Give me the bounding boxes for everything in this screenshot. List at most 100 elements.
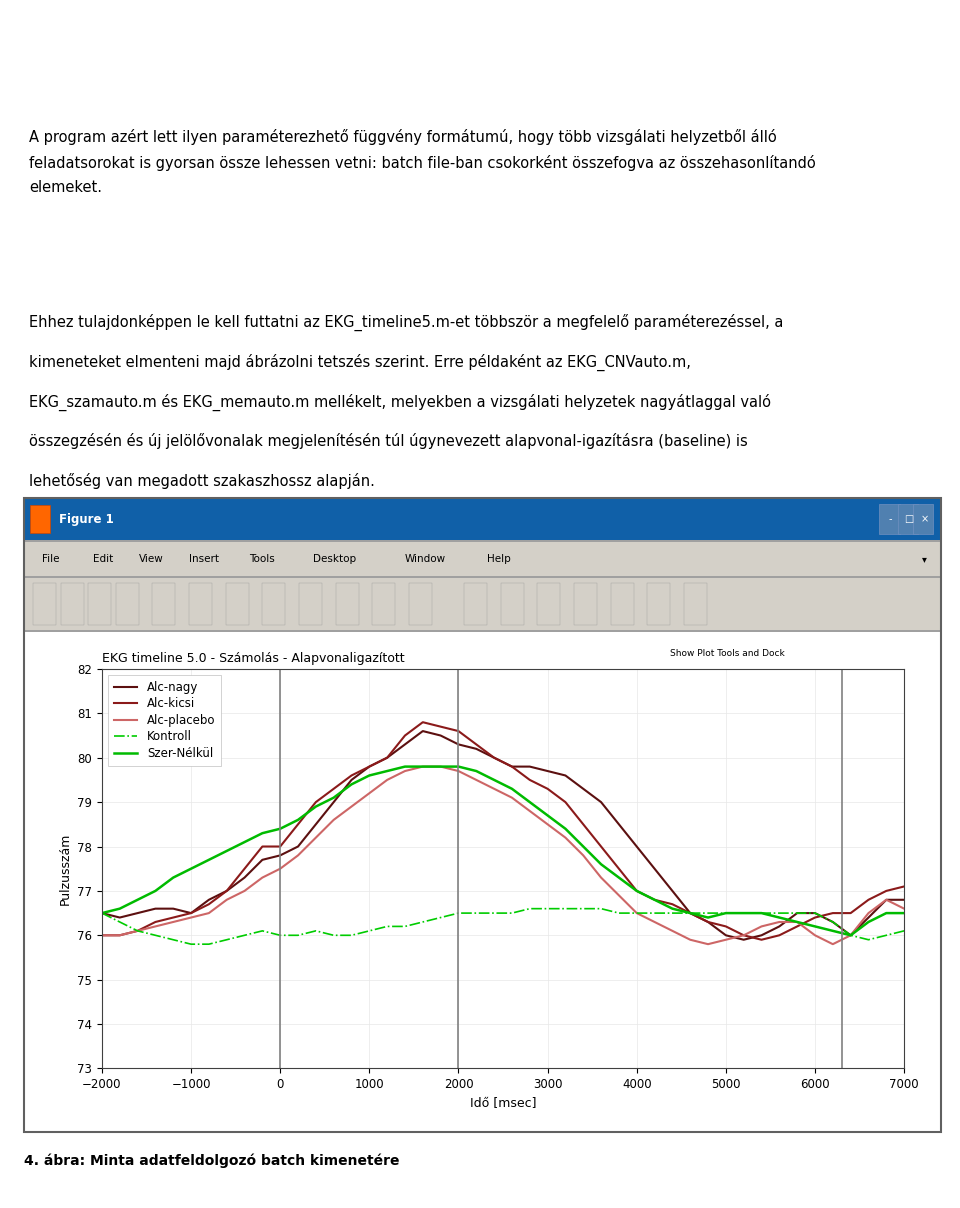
Alc-kicsi bbox=[684, 906, 696, 920]
Szer-Nélkül bbox=[275, 821, 286, 836]
Bar bbox=[24, 498, 941, 541]
Text: Window: Window bbox=[404, 554, 445, 564]
Kontroll bbox=[791, 906, 803, 920]
Alc-nagy bbox=[809, 906, 821, 920]
Szer-Nélkül bbox=[578, 840, 589, 854]
Bar bbox=[913, 504, 933, 534]
Alc-kicsi bbox=[114, 928, 126, 942]
Szer-Nélkül bbox=[774, 911, 785, 925]
Alc-kicsi bbox=[828, 906, 839, 920]
Alc-nagy bbox=[578, 782, 589, 796]
Text: □: □ bbox=[904, 515, 913, 524]
Alc-nagy bbox=[524, 760, 536, 774]
Alc-placebo bbox=[756, 919, 767, 934]
Szer-Nélkül bbox=[791, 914, 803, 929]
Alc-placebo bbox=[346, 800, 357, 814]
Szer-Nélkül bbox=[204, 853, 215, 867]
Alc-placebo bbox=[828, 937, 839, 952]
Alc-placebo bbox=[774, 914, 785, 929]
Szer-Nélkül bbox=[684, 906, 696, 920]
Alc-nagy bbox=[631, 840, 642, 854]
Alc-kicsi bbox=[256, 840, 268, 854]
Alc-kicsi bbox=[150, 914, 161, 929]
Alc-placebo bbox=[791, 914, 803, 929]
Alc-placebo bbox=[417, 760, 428, 774]
Bar bbox=[684, 583, 707, 625]
Kontroll bbox=[470, 906, 482, 920]
Line: Kontroll: Kontroll bbox=[102, 908, 904, 945]
Alc-kicsi bbox=[310, 795, 322, 809]
Alc-placebo bbox=[649, 914, 660, 929]
Text: File: File bbox=[42, 554, 60, 564]
Alc-kicsi bbox=[880, 883, 892, 898]
Bar bbox=[299, 583, 322, 625]
Alc-kicsi bbox=[328, 782, 340, 796]
Kontroll bbox=[167, 933, 179, 947]
Alc-placebo bbox=[204, 906, 215, 920]
Text: A program azért lett ilyen paraméterezhető függvény formátumú, hogy több vizsgál: A program azért lett ilyen paraméterezhe… bbox=[29, 129, 816, 196]
Alc-placebo bbox=[738, 928, 750, 942]
Alc-nagy bbox=[346, 773, 357, 788]
Alc-placebo bbox=[684, 933, 696, 947]
Kontroll bbox=[774, 906, 785, 920]
Bar bbox=[647, 583, 670, 625]
Bar bbox=[24, 541, 941, 577]
Alc-kicsi bbox=[435, 720, 446, 734]
Alc-placebo bbox=[631, 906, 642, 920]
Alc-nagy bbox=[880, 893, 892, 907]
Alc-nagy bbox=[204, 893, 215, 907]
Alc-nagy bbox=[720, 928, 732, 942]
Bar bbox=[34, 583, 56, 625]
Alc-placebo bbox=[613, 888, 625, 902]
Alc-nagy bbox=[435, 728, 446, 743]
Alc-placebo bbox=[114, 928, 126, 942]
Alc-nagy bbox=[756, 928, 767, 942]
Alc-placebo bbox=[132, 924, 143, 939]
Bar bbox=[464, 583, 487, 625]
Alc-kicsi bbox=[738, 928, 750, 942]
Bar bbox=[538, 583, 561, 625]
Szer-Nélkül bbox=[417, 760, 428, 774]
Kontroll bbox=[185, 937, 197, 952]
Alc-kicsi bbox=[845, 906, 856, 920]
Alc-kicsi bbox=[649, 893, 660, 907]
Text: -: - bbox=[889, 515, 892, 524]
Szer-Nélkül bbox=[399, 760, 411, 774]
Bar bbox=[88, 583, 111, 625]
Alc-nagy bbox=[595, 795, 607, 809]
Alc-placebo bbox=[381, 773, 393, 788]
Szer-Nélkül bbox=[541, 808, 553, 823]
Szer-Nélkül bbox=[756, 906, 767, 920]
Text: Insert: Insert bbox=[189, 554, 219, 564]
Alc-nagy bbox=[541, 763, 553, 778]
Alc-nagy bbox=[560, 768, 571, 783]
Alc-placebo bbox=[399, 763, 411, 778]
Alc-kicsi bbox=[346, 768, 357, 783]
Szer-Nélkül bbox=[863, 914, 875, 929]
Alc-kicsi bbox=[96, 928, 108, 942]
Text: Help: Help bbox=[487, 554, 511, 564]
Alc-kicsi bbox=[541, 782, 553, 796]
Line: Szer-Nélkül: Szer-Nélkül bbox=[102, 767, 904, 935]
Kontroll bbox=[738, 906, 750, 920]
Alc-placebo bbox=[666, 924, 678, 939]
Szer-Nélkül bbox=[506, 782, 517, 796]
Alc-nagy bbox=[364, 760, 375, 774]
Text: Tools: Tools bbox=[249, 554, 275, 564]
Kontroll bbox=[703, 906, 714, 920]
Alc-placebo bbox=[703, 937, 714, 952]
Szer-Nélkül bbox=[489, 773, 500, 788]
Bar bbox=[24, 577, 941, 631]
Alc-nagy bbox=[828, 914, 839, 929]
Kontroll bbox=[649, 906, 660, 920]
Alc-kicsi bbox=[560, 795, 571, 809]
Alc-kicsi bbox=[666, 898, 678, 912]
Kontroll bbox=[828, 914, 839, 929]
Alc-nagy bbox=[774, 919, 785, 934]
Text: összegzésén és új jelölővonalak megjelenítésén túl úgynevezett alapvonal-igazítá: összegzésén és új jelölővonalak megjelen… bbox=[29, 434, 748, 449]
Alc-nagy bbox=[381, 750, 393, 765]
Alc-kicsi bbox=[470, 737, 482, 751]
Bar bbox=[153, 583, 176, 625]
Bar bbox=[611, 583, 634, 625]
Kontroll bbox=[381, 919, 393, 934]
